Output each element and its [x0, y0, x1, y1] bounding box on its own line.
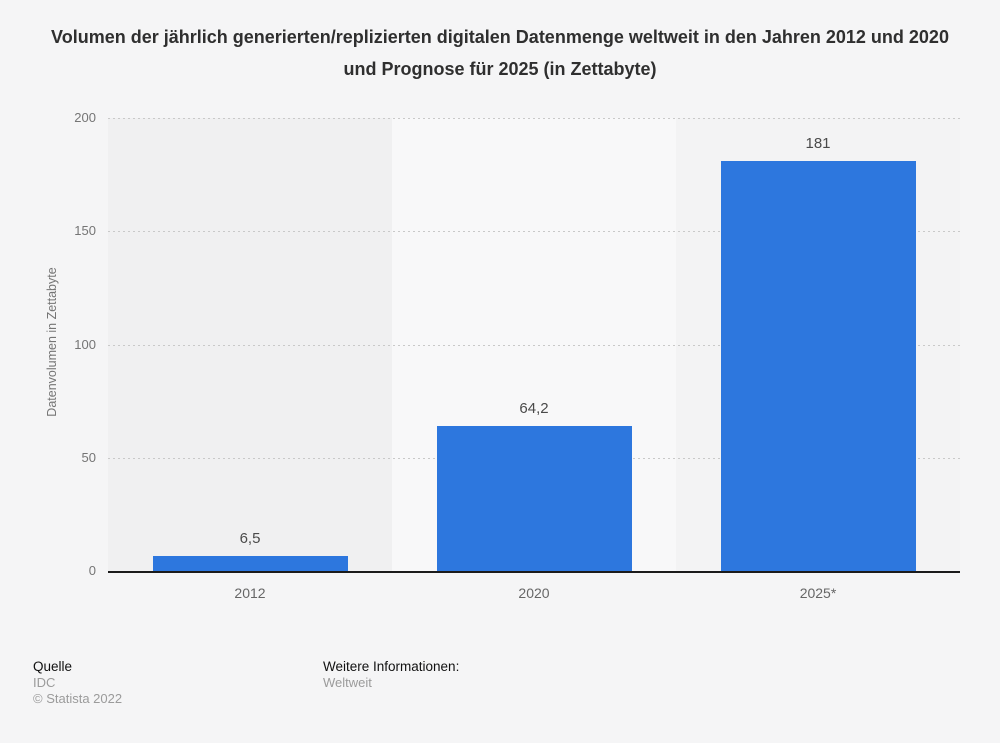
- footer-source-block: Quelle IDC © Statista 2022: [33, 658, 122, 707]
- y-tick-label: 150: [74, 223, 96, 239]
- plot-band: [108, 118, 392, 573]
- source-value: IDC: [33, 675, 56, 690]
- bar: [720, 161, 916, 571]
- bar-value-label: 64,2: [519, 399, 549, 417]
- bar-value-label: 181: [805, 135, 831, 153]
- copyright-text: © Statista 2022: [33, 691, 123, 706]
- footer-info-block: Weitere Informationen: Weltweit: [323, 658, 459, 691]
- y-tick-label: 200: [74, 110, 96, 125]
- gridline: [108, 118, 960, 119]
- y-tick-label: 100: [74, 336, 96, 352]
- info-value: Weltweit: [323, 675, 372, 690]
- chart-title: Volumen der jährlich generierten/replizi…: [51, 27, 949, 79]
- y-tick-label: 50: [81, 449, 96, 465]
- gridline: [108, 344, 960, 346]
- y-tick-label: 0: [88, 563, 96, 578]
- bar: [436, 425, 632, 571]
- bar-value-label: 6,5: [239, 530, 261, 548]
- x-axis-label: 2025*: [799, 585, 837, 601]
- gridline: [108, 231, 960, 233]
- x-axis-line: [108, 571, 960, 573]
- x-axis-label: 2020: [518, 585, 550, 601]
- info-label: Weitere Informationen:: [323, 659, 460, 674]
- source-label: Quelle: [33, 659, 73, 674]
- x-axis-label: 2012: [234, 585, 266, 601]
- bar: [152, 556, 348, 571]
